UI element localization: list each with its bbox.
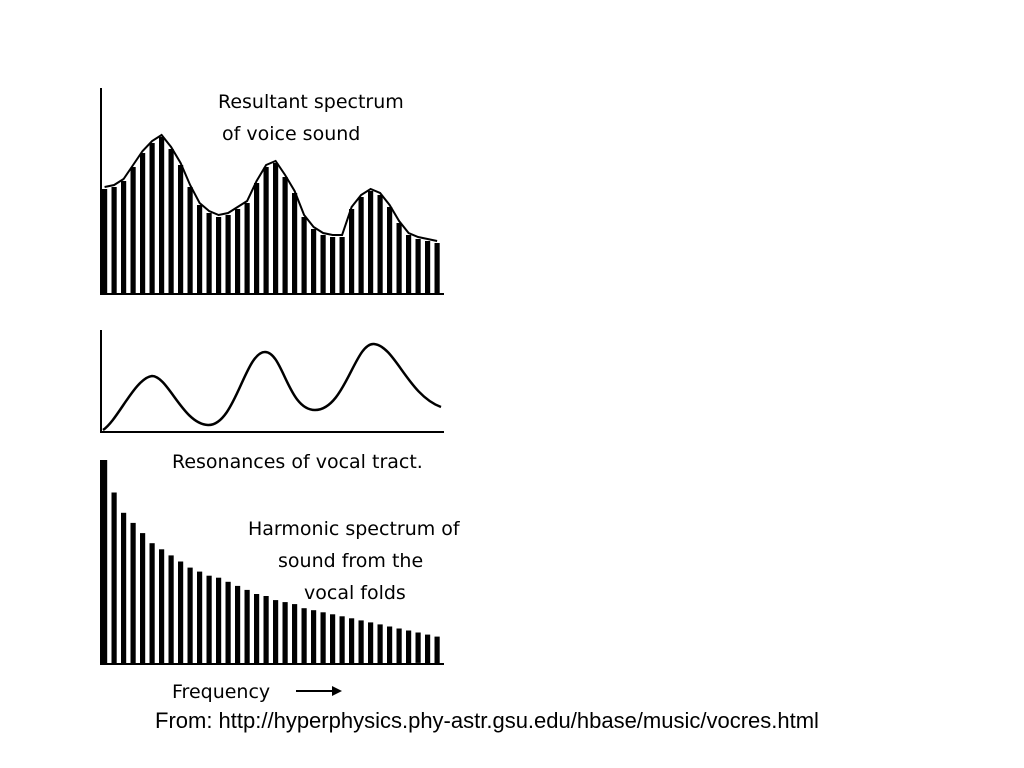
- resultant-bar-12: [206, 213, 212, 293]
- resultant-bar-13: [216, 217, 222, 293]
- resultant-bar-20: [282, 177, 288, 293]
- harmonic-bar-29: [368, 622, 374, 663]
- resultant-bar-25: [330, 237, 336, 293]
- resultant-bar-28: [358, 197, 364, 293]
- harmonic-bar-20: [282, 602, 288, 663]
- harmonic-label-line2: sound from the: [278, 550, 423, 572]
- resultant-bar-34: [415, 239, 421, 293]
- resultant-bar-11: [197, 205, 203, 293]
- resultant-bar-9: [178, 165, 184, 293]
- resultant-bar-19: [273, 163, 279, 293]
- harmonic-bar-30: [377, 624, 383, 663]
- resultant-bar-6: [149, 143, 155, 293]
- harmonic-bar-13: [216, 577, 222, 663]
- harmonic-bar-22: [301, 608, 307, 663]
- harmonic-bar-26: [339, 616, 345, 663]
- harmonic-bar-9: [178, 561, 184, 663]
- resultant-bar-16: [244, 203, 250, 293]
- resultant-bar-24: [320, 235, 326, 293]
- resultant-bar-4: [130, 167, 136, 293]
- resultant-bar-2: [111, 187, 117, 293]
- harmonic-spectrum-panel: Harmonic spectrum of sound from the voca…: [100, 460, 461, 665]
- resultant-bar-35: [425, 241, 431, 293]
- harmonic-bar-32: [396, 628, 402, 663]
- harmonic-bar-14: [225, 581, 231, 663]
- harmonic-bar-19: [273, 600, 279, 663]
- harmonic-bar-11: [197, 571, 203, 663]
- harmonic-bar-10: [187, 567, 193, 663]
- harmonic-bar-5: [140, 533, 146, 663]
- resultant-envelope-line: [104, 133, 438, 242]
- harmonic-bar-36: [434, 636, 440, 663]
- resultant-title-line2: of voice sound: [222, 123, 360, 145]
- resultant-bar-32: [396, 223, 402, 293]
- resultant-bar-3: [121, 181, 127, 293]
- harmonic-bar-31: [387, 626, 393, 663]
- harmonic-bar-24: [320, 612, 326, 664]
- resultant-bar-31: [387, 207, 393, 293]
- resultant-bar-29: [368, 191, 374, 293]
- harmonic-bar-3: [121, 512, 127, 663]
- harmonic-bar-4: [130, 522, 136, 663]
- harmonic-bar-2: [111, 492, 117, 663]
- harmonic-bar-34: [415, 632, 421, 663]
- harmonic-bar-18: [263, 596, 269, 663]
- frequency-arrow-icon: [332, 686, 342, 696]
- frequency-label: Frequency: [172, 681, 270, 703]
- resultant-bar-36: [434, 243, 440, 293]
- resultant-bar-30: [377, 195, 383, 293]
- resultant-bar-27: [349, 209, 355, 293]
- harmonic-bar-15: [235, 585, 241, 663]
- harmonic-bar-23: [311, 610, 317, 663]
- harmonic-bar-17: [254, 594, 260, 663]
- resonance-panel: Resonances of vocal tract.: [100, 330, 444, 473]
- resultant-bar-8: [168, 149, 174, 293]
- resultant-title-line1: Resultant spectrum: [218, 91, 404, 113]
- resultant-bar-15: [235, 209, 241, 293]
- harmonic-bars: [102, 460, 440, 664]
- resultant-bar-10: [187, 187, 193, 293]
- source-caption: From: http://hyperphysics.phy-astr.gsu.e…: [155, 708, 819, 733]
- resultant-bar-26: [339, 237, 345, 293]
- resultant-bar-23: [311, 229, 317, 293]
- harmonic-bar-12: [206, 575, 212, 663]
- resultant-bar-18: [263, 167, 269, 293]
- resultant-bars: [102, 137, 440, 293]
- harmonic-bar-27: [349, 618, 355, 663]
- harmonic-bar-1: [102, 460, 108, 663]
- resultant-bar-1: [102, 189, 108, 293]
- resultant-bar-22: [301, 217, 307, 293]
- harmonic-label-line1: Harmonic spectrum of: [248, 518, 461, 540]
- harmonic-bar-28: [358, 620, 364, 663]
- harmonic-bar-35: [425, 634, 431, 663]
- harmonic-bar-7: [159, 549, 165, 663]
- resonance-label: Resonances of vocal tract.: [172, 451, 423, 473]
- harmonic-bar-33: [406, 630, 412, 663]
- resultant-bar-7: [159, 137, 165, 293]
- resultant-bar-33: [406, 235, 412, 293]
- resultant-spectrum-panel: Resultant spectrum of voice sound: [100, 88, 444, 295]
- harmonic-bar-6: [149, 543, 155, 663]
- harmonic-label-line3: vocal folds: [304, 582, 406, 604]
- resultant-bar-21: [292, 193, 298, 293]
- resultant-bar-17: [254, 183, 260, 293]
- frequency-axis-label-group: Frequency: [172, 681, 342, 703]
- resultant-bar-5: [140, 153, 146, 293]
- harmonic-bar-21: [292, 604, 298, 663]
- harmonic-bar-25: [330, 614, 336, 663]
- harmonic-bar-16: [244, 589, 250, 663]
- harmonic-bar-8: [168, 555, 174, 663]
- resultant-bar-14: [225, 215, 231, 293]
- resonance-curve: [102, 342, 442, 432]
